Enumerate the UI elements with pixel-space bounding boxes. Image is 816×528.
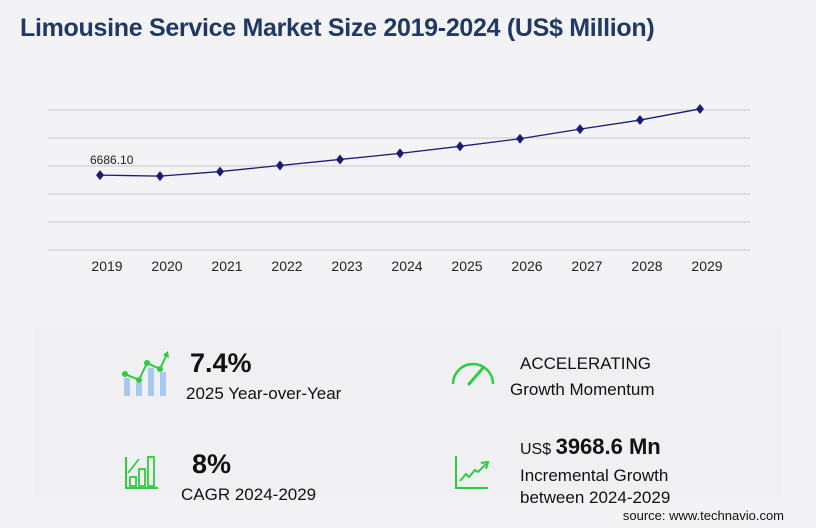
cagr-label: CAGR 2024-2029 [181, 485, 317, 504]
data-point [576, 124, 584, 135]
yoy-chart-icon [122, 351, 169, 396]
data-point [276, 160, 284, 171]
x-tick-label: 2027 [571, 258, 602, 274]
data-label: 6686.10 [90, 153, 134, 167]
page-title: Limousine Service Market Size 2019-2024 … [20, 14, 655, 42]
momentum-value: ACCELERATING [520, 354, 651, 373]
speedometer-icon [451, 362, 495, 386]
incremental-amount: 3968.6 Mn [555, 434, 661, 459]
data-point [96, 170, 104, 181]
data-point [516, 133, 524, 144]
x-tick-label: 2029 [691, 258, 722, 274]
cagr-value: 8% [192, 449, 232, 479]
incremental-period: between 2024-2029 [520, 488, 671, 507]
x-tick-label: 2026 [511, 258, 542, 274]
stats-panel [34, 326, 782, 496]
source-note: source: www.technavio.com [622, 508, 784, 523]
data-point [336, 154, 344, 165]
data-point [696, 103, 704, 114]
incremental-value: US$ 3968.6 Mn [520, 434, 661, 460]
x-tick-label: 2019 [91, 258, 122, 274]
data-point [216, 166, 224, 177]
data-point [636, 115, 644, 126]
x-tick-label: 2020 [151, 258, 182, 274]
currency-prefix: US$ [520, 441, 552, 458]
x-tick-label: 2023 [331, 258, 362, 274]
x-tick-label: 2022 [271, 258, 302, 274]
x-tick-label: 2021 [211, 258, 242, 274]
yoy-value: 7.4% [190, 348, 252, 378]
line-chart: 2019 2020 2021 2022 2023 2024 2025 2026 2027 2028… [48, 103, 750, 274]
data-point [456, 141, 464, 152]
data-point [396, 148, 404, 159]
cagr-bar-chart-icon [125, 456, 158, 489]
x-tick-label: 2024 [391, 258, 422, 274]
x-tick-label: 2028 [631, 258, 662, 274]
incremental-label: Incremental Growth [520, 466, 669, 485]
momentum-label: Growth Momentum [510, 380, 655, 399]
x-tick-label: 2025 [451, 258, 482, 274]
data-point [156, 171, 164, 182]
yoy-label: 2025 Year-over-Year [186, 384, 342, 403]
growth-trend-icon [455, 456, 490, 489]
